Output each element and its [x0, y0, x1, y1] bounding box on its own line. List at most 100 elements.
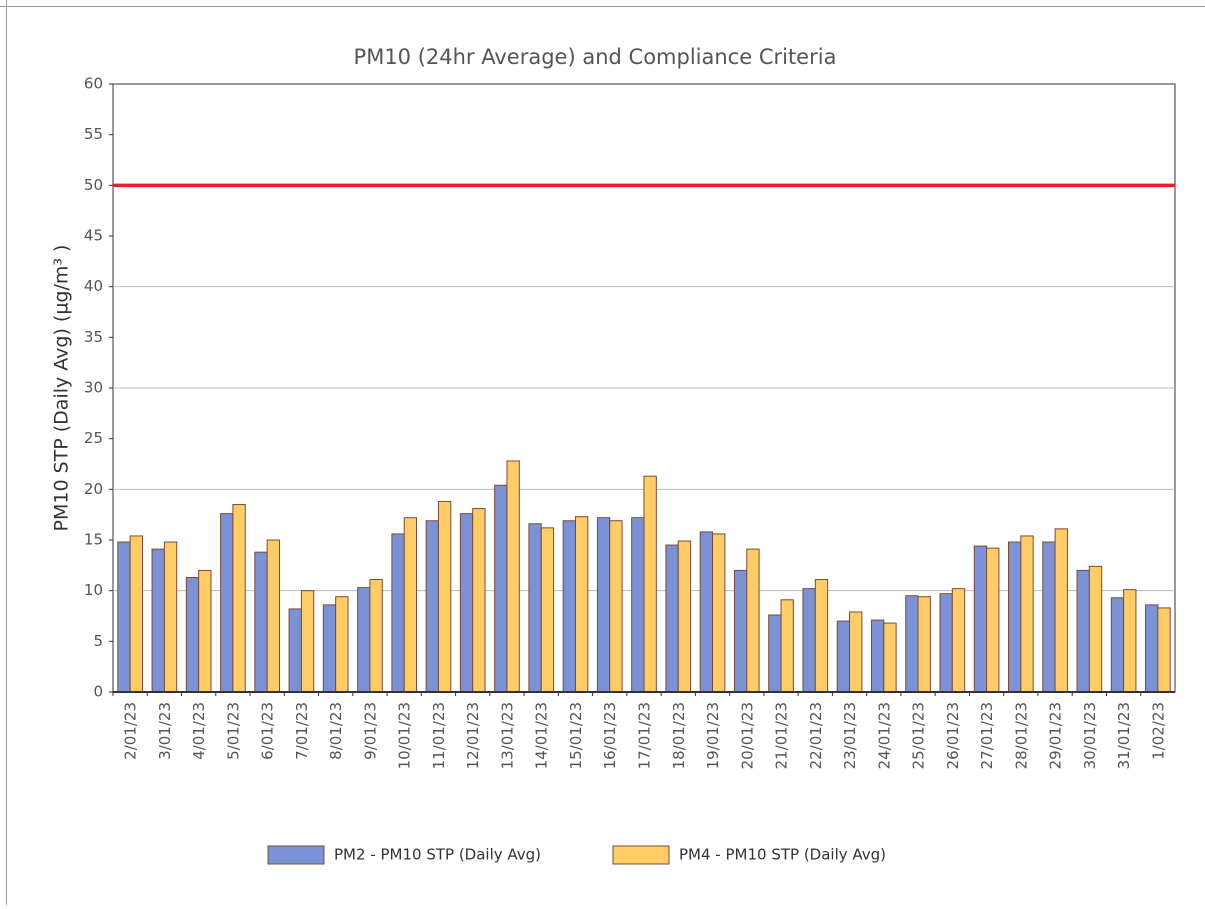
legend-swatch	[267, 845, 325, 865]
x-tick-label: 28/01/23	[1012, 702, 1030, 769]
x-tick-label: 5/01/23	[224, 702, 242, 760]
y-tick-label: 0	[93, 683, 103, 701]
bar	[939, 593, 953, 693]
y-tick-label: 35	[84, 328, 103, 346]
bar	[506, 460, 520, 693]
bar	[814, 579, 829, 693]
x-tick-label: 23/01/23	[841, 702, 859, 769]
bar	[232, 504, 246, 693]
bar	[1008, 541, 1022, 693]
bar	[335, 596, 349, 693]
bar	[528, 523, 542, 693]
bar	[1123, 589, 1137, 693]
y-tick-label: 45	[84, 227, 103, 245]
x-tick-label: 27/01/23	[978, 702, 996, 769]
bar	[643, 475, 657, 693]
x-tick-label: 9/01/23	[361, 702, 379, 760]
bar	[494, 484, 508, 693]
x-tick-label: 29/01/23	[1047, 702, 1065, 769]
bar	[1145, 604, 1159, 693]
x-tick-label: 18/01/23	[670, 702, 688, 769]
bar	[836, 620, 851, 693]
x-tick-label: 16/01/23	[601, 702, 619, 769]
y-tick-label: 40	[84, 277, 103, 295]
bar	[198, 569, 212, 693]
bar	[459, 513, 474, 693]
bar	[1110, 597, 1125, 693]
y-tick-label: 10	[84, 581, 103, 599]
bar	[266, 539, 280, 693]
bar	[369, 579, 383, 693]
x-tick-label: 30/01/23	[1081, 702, 1099, 769]
bar	[1042, 541, 1056, 693]
x-tick-label: 3/01/23	[156, 702, 174, 760]
bar	[802, 588, 816, 693]
x-tick-label: 17/01/23	[636, 702, 654, 769]
bar	[254, 551, 268, 693]
bar	[596, 517, 611, 693]
x-tick-label: 1/02/23	[1149, 702, 1167, 760]
bar	[609, 520, 623, 693]
x-tick-label: 19/01/23	[704, 702, 722, 769]
x-tick-label: 20/01/23	[738, 702, 756, 769]
bar	[712, 533, 726, 693]
bar	[917, 596, 931, 693]
x-tick-label: 21/01/23	[773, 702, 791, 769]
bar	[631, 517, 645, 693]
bar	[951, 588, 966, 693]
bar	[733, 569, 748, 693]
bar	[768, 614, 782, 693]
bar	[425, 520, 439, 693]
x-tick-label: 24/01/23	[875, 702, 893, 769]
bar	[151, 548, 165, 693]
bar	[699, 531, 714, 693]
x-tick-label: 26/01/23	[944, 702, 962, 769]
bar	[117, 541, 131, 693]
y-tick-label: 20	[84, 480, 103, 498]
bar	[540, 527, 555, 693]
bar	[883, 622, 897, 693]
x-tick-label: 6/01/23	[259, 702, 277, 760]
bar	[300, 590, 315, 693]
bar	[403, 517, 418, 693]
x-tick-label: 14/01/23	[533, 702, 551, 769]
x-tick-label: 4/01/23	[190, 702, 208, 760]
bar	[574, 516, 589, 693]
y-tick-label: 5	[93, 632, 103, 650]
x-tick-label: 7/01/23	[293, 702, 311, 760]
chart-title: PM10 (24hr Average) and Compliance Crite…	[354, 45, 837, 69]
x-tick-label: 10/01/23	[396, 702, 414, 769]
bar	[1076, 569, 1090, 693]
bar	[322, 604, 337, 693]
x-tick-label: 22/01/23	[807, 702, 825, 769]
y-tick-label: 15	[84, 531, 103, 549]
bar	[973, 545, 988, 693]
x-tick-label: 2/01/23	[122, 702, 140, 760]
bar	[870, 619, 885, 693]
y-tick-label: 60	[84, 75, 103, 93]
bar	[437, 500, 452, 693]
legend-label: PM2 - PM10 STP (Daily Avg)	[334, 846, 541, 864]
legend-swatch	[612, 845, 670, 865]
bar	[1054, 528, 1068, 693]
y-tick-label: 55	[84, 125, 103, 143]
x-tick-label: 31/01/23	[1115, 702, 1133, 769]
bar	[129, 535, 143, 693]
bar	[391, 533, 405, 693]
bar	[905, 595, 919, 693]
bar	[1020, 535, 1034, 693]
bar	[986, 547, 1000, 693]
x-tick-label: 11/01/23	[430, 702, 448, 769]
bar	[357, 587, 371, 693]
x-tick-label: 25/01/23	[910, 702, 928, 769]
bar	[1157, 607, 1171, 693]
bar	[849, 611, 863, 693]
x-tick-label: 12/01/23	[464, 702, 482, 769]
x-tick-label: 8/01/23	[327, 702, 345, 760]
bar	[746, 548, 760, 693]
bar	[220, 513, 234, 693]
bar	[665, 544, 679, 693]
bar	[472, 508, 486, 693]
